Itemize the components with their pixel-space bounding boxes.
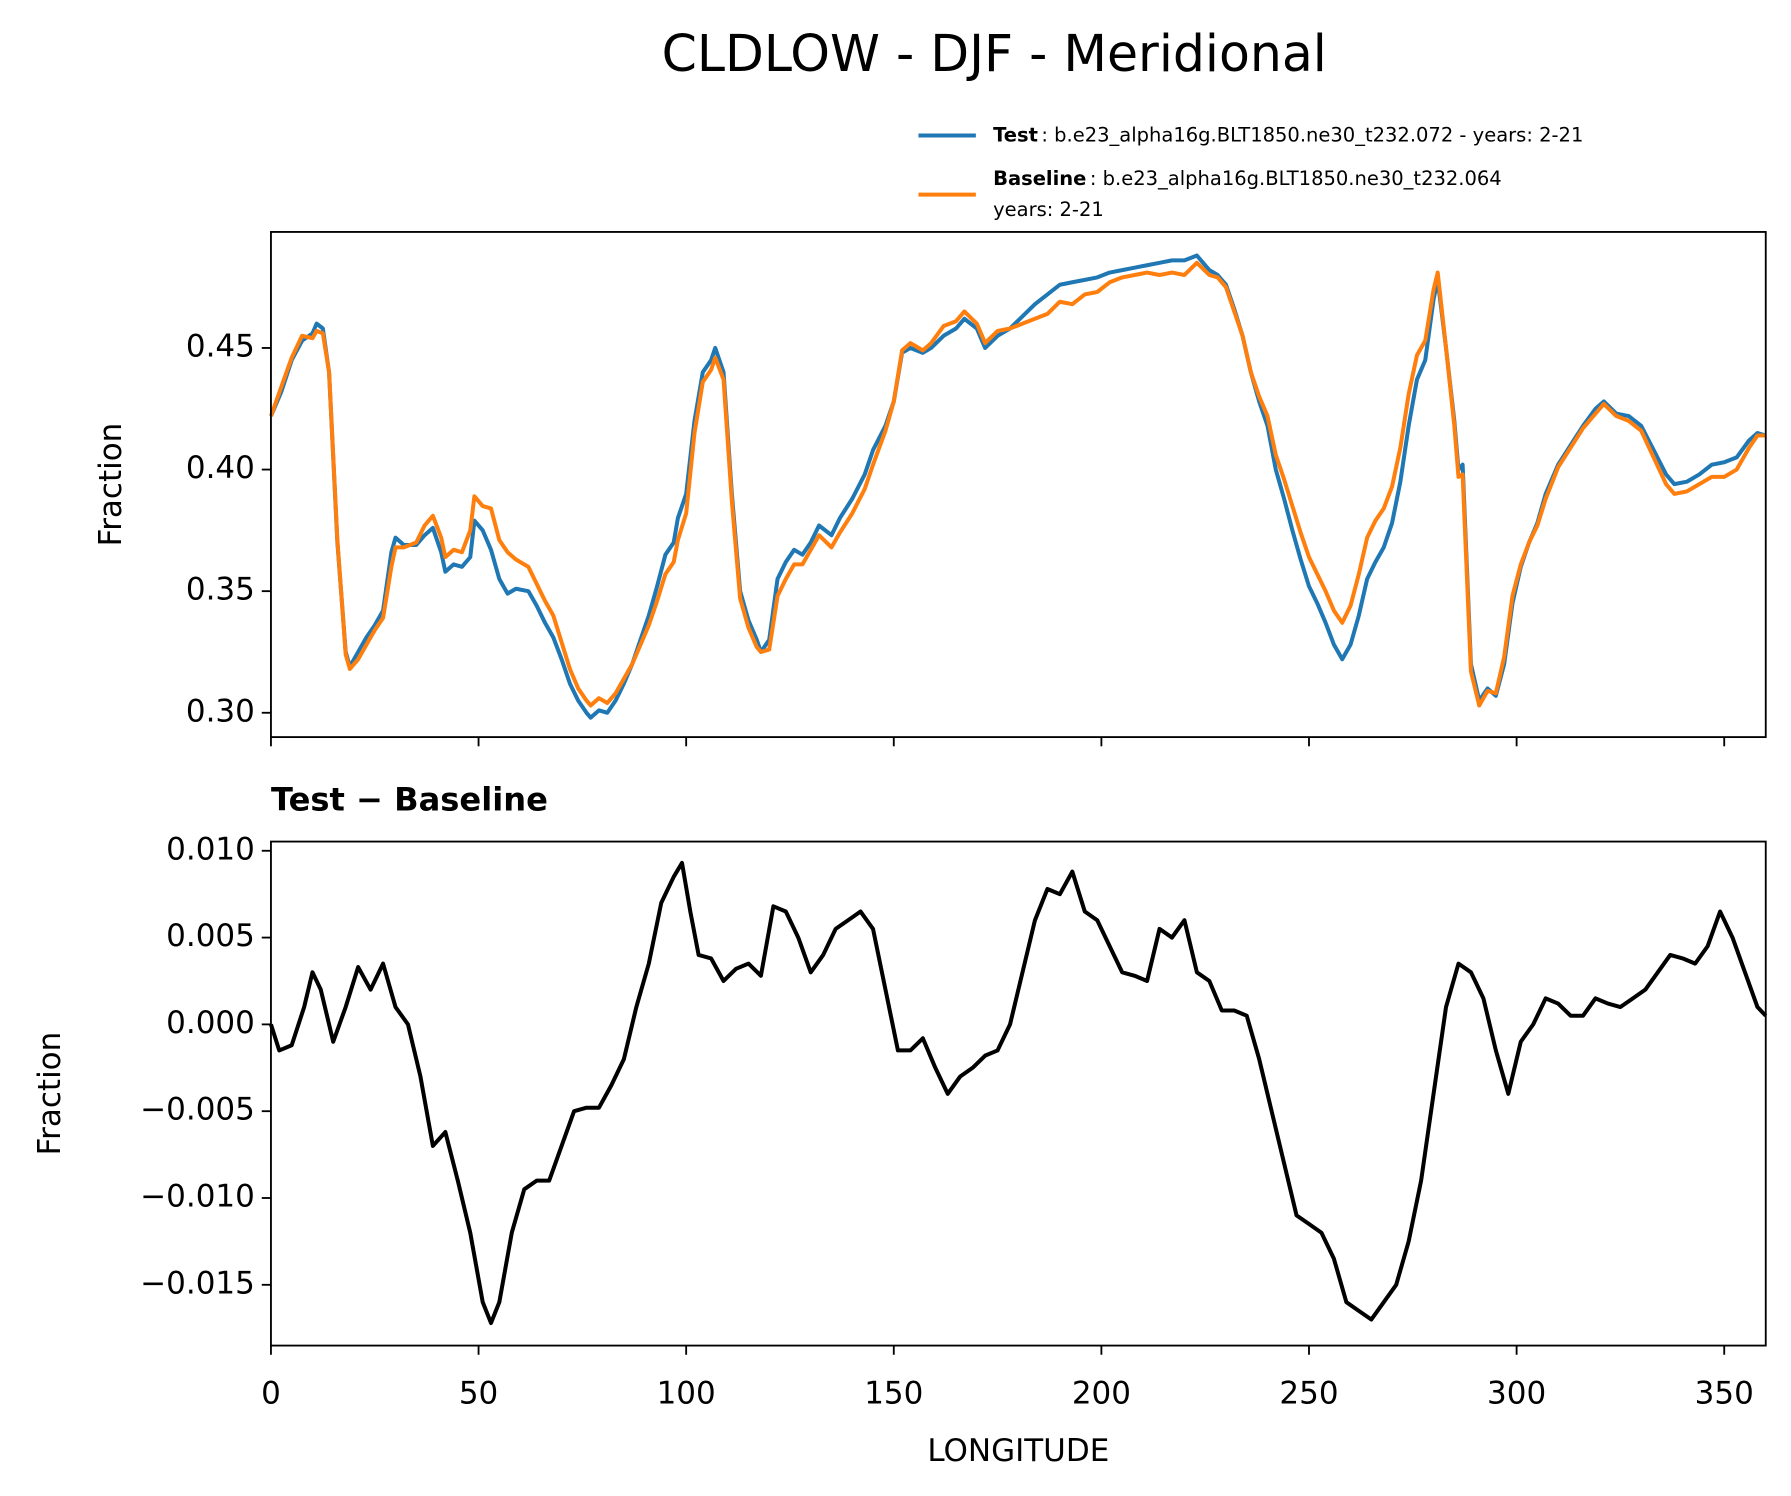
y-tick-label: 0.30 [186, 693, 255, 729]
y-tick-label: 0.005 [166, 918, 255, 954]
y-tick-label: 0.45 [186, 328, 255, 364]
y-tick-label: 0.40 [186, 450, 255, 486]
chart-title: CLDLOW - DJF - Meridional [662, 24, 1327, 83]
legend-name: Baseline [993, 167, 1086, 190]
x-tick-label: 250 [1279, 1375, 1338, 1411]
legend-description: : b.e23_alpha16g.BLT1850.ne30_t232.072 -… [1041, 123, 1583, 146]
y-axis-label: Fraction [93, 423, 129, 547]
panel-title: Test − Baseline [271, 780, 548, 818]
plot-frame [270, 840, 1767, 1347]
y-tick-label: 0.000 [166, 1005, 255, 1041]
x-tick-label: 150 [864, 1375, 923, 1411]
x-tick-label: 350 [1695, 1375, 1754, 1411]
legend-description: : b.e23_alpha16g.BLT1850.ne30_t232.064 [1090, 167, 1502, 190]
y-tick-label: −0.010 [140, 1179, 255, 1215]
x-tick-label: 0 [261, 1375, 281, 1411]
data-line [269, 260, 1766, 708]
y-tick-label: 0.35 [186, 572, 255, 608]
x-tick-label: 300 [1487, 1375, 1546, 1411]
data-line [269, 860, 1768, 1326]
y-axis-label: Fraction [32, 1032, 68, 1156]
plot-frame [270, 231, 1767, 739]
x-tick-label: 50 [459, 1375, 498, 1411]
y-tick-label: −0.005 [140, 1092, 255, 1128]
y-tick-label: −0.015 [140, 1265, 255, 1301]
x-tick-label: 200 [1072, 1375, 1131, 1411]
y-tick-label: 0.010 [166, 831, 255, 867]
x-tick-label: 100 [657, 1375, 716, 1411]
legend-name: Test [993, 123, 1038, 146]
legend-label: Baseline: b.e23_alpha16g.BLT1850.ne30_t2… [993, 167, 1502, 221]
legend-label: Test: b.e23_alpha16g.BLT1850.ne30_t232.0… [993, 123, 1583, 146]
x-axis-label: LONGITUDE [927, 1433, 1109, 1469]
legend-description: years: 2-21 [993, 198, 1104, 221]
